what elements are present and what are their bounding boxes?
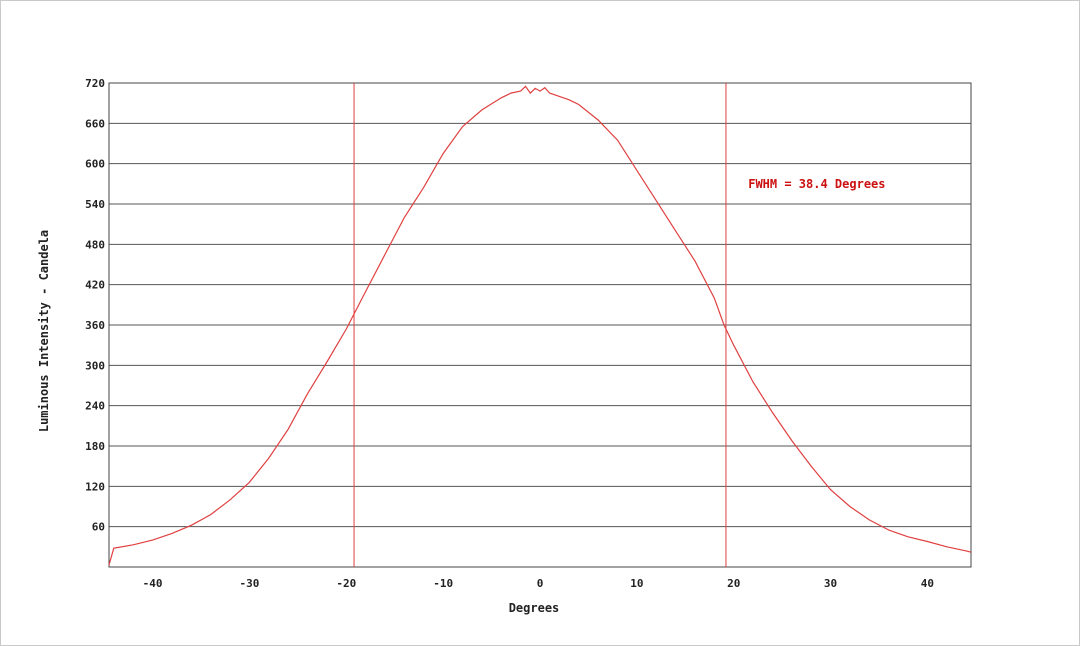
x-tick-label-4: 0 (537, 577, 544, 590)
x-tick-labels: -40 -30 -20 -10 0 10 20 30 40 (143, 577, 934, 590)
y-tick-label-2: 180 (85, 440, 105, 453)
fwhm-markers (353, 83, 727, 567)
plot-area (108, 82, 972, 568)
y-tick-label-3: 240 (85, 400, 105, 413)
x-tick-label-5: 10 (630, 577, 643, 590)
y-tick-labels: 60 120 180 240 300 360 420 480 540 600 660 720 (85, 77, 105, 534)
y-tick-label-8: 540 (85, 198, 105, 211)
x-tick-label-2: -20 (336, 577, 356, 590)
y-tick-label-5: 360 (85, 319, 105, 332)
y-tick-label-11: 720 (85, 77, 105, 90)
fwhm-annotation: FWHM = 38.4 Degrees (748, 177, 885, 191)
y-tick-label-10: 660 (85, 117, 105, 130)
y-tick-label-6: 420 (85, 279, 105, 292)
y-tick-label-9: 600 (85, 158, 105, 171)
x-tick-label-3: -10 (433, 577, 453, 590)
x-tick-label-6: 20 (727, 577, 740, 590)
x-axis-title: Degrees (509, 601, 560, 615)
intensity-series-line (108, 85, 972, 566)
gridlines (109, 82, 971, 528)
y-axis-title: Luminous Intensity - Candela (37, 230, 51, 432)
y-tick-label-1: 120 (85, 480, 105, 493)
x-tick-label-0: -40 (143, 577, 163, 590)
y-tick-label-4: 300 (85, 359, 105, 372)
y-tick-label-0: 60 (92, 521, 105, 534)
x-tick-label-1: -30 (240, 577, 260, 590)
y-tick-label-7: 480 (85, 238, 105, 251)
x-tick-label-8: 40 (921, 577, 934, 590)
x-tick-label-7: 30 (824, 577, 837, 590)
